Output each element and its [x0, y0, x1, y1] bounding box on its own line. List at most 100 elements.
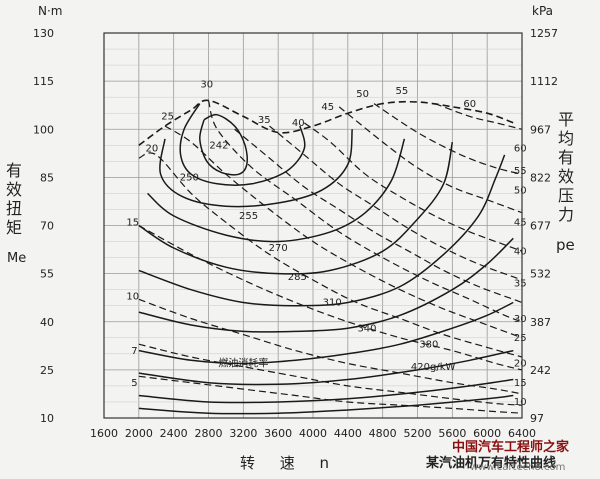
fuel-curve-label: 340	[357, 323, 376, 334]
grid-lines	[103, 32, 523, 419]
fuel-consumption-curve	[147, 138, 406, 243]
power-curve	[303, 122, 523, 252]
fuel-consumption-curve	[138, 394, 514, 415]
power-curve-label: 60	[514, 144, 527, 155]
power-curve-label: 15	[126, 218, 139, 229]
fuel-consumption-curve	[179, 103, 306, 186]
power-curve-label: 7	[131, 346, 137, 357]
annotation-label: 燃油消耗率	[218, 357, 268, 370]
fuel-curve-label: 285	[288, 272, 307, 283]
power-curve	[373, 103, 523, 175]
y-tick-label: 25	[40, 364, 54, 377]
power-curve-label: 40	[292, 118, 305, 129]
y-tick-label: 85	[40, 171, 54, 184]
fuel-curve-label: 250	[180, 173, 199, 184]
fuel-consumption-curve	[138, 141, 454, 275]
y2-tick-label: 242	[530, 364, 551, 377]
fuel-curve-label: 242	[209, 141, 228, 152]
power-curve-label: 20	[514, 359, 527, 370]
fuel-consumption-curve	[138, 237, 514, 333]
y2-axis-title: 平 均 有 效 压 力	[556, 110, 576, 224]
y2-axis-title-char: 有	[557, 148, 574, 167]
y-axis-title: 有 效 扭 矩	[4, 161, 24, 237]
watermark-line3: www.cartech8.com	[470, 462, 566, 473]
y2-tick-label: 1257	[530, 27, 558, 40]
y-axis-title-char: 有	[5, 161, 22, 180]
x-tick-label: 5600	[438, 427, 466, 440]
watermark-line2: 某汽油机万有特性曲线	[426, 456, 557, 471]
power-curve-label: 25	[161, 112, 174, 123]
y-axis-title-char: 矩	[5, 218, 22, 237]
y-tick-label: 40	[40, 316, 54, 329]
axes-group: 1600 2000 2400 2800 3200 3600 4000 4400 4800 5200…	[33, 27, 558, 440]
y-tick-label: 115	[33, 75, 54, 88]
power-curve	[164, 125, 523, 339]
power-curve	[434, 103, 523, 130]
curve-labels-group: 242 250 255 270 285 310 340 380 420g/kW 5 7 10 15 20 2…	[126, 80, 526, 409]
x-tick-label: 6400	[508, 427, 536, 440]
x-tick-label: 6000	[473, 427, 501, 440]
power-curve-label: 45	[321, 102, 334, 113]
y2-axis-title-char: 压	[557, 186, 574, 205]
power-curve-label: 50	[356, 89, 369, 100]
y2-axis-title-char: 效	[557, 167, 574, 186]
x-tick-label: 5200	[404, 427, 432, 440]
fuel-curve-label: 255	[239, 211, 258, 222]
power-curve	[207, 100, 523, 323]
x-tick-label: 2800	[195, 427, 223, 440]
y2-axis-unit: kPa	[532, 4, 553, 18]
power-curve-label: 15	[514, 378, 527, 389]
fuel-curve-label: 420g/kW	[411, 362, 456, 373]
y-tick-label: 70	[40, 220, 54, 233]
power-curve-label: 50	[514, 185, 527, 196]
x-tick-label: 4400	[334, 427, 362, 440]
fuel-curve-label: 270	[269, 243, 288, 254]
power-curve	[138, 343, 523, 406]
power-curve-label: 40	[514, 246, 527, 257]
y2-axis-title-char: 均	[557, 129, 574, 148]
y-axis-title-char: 效	[5, 180, 22, 199]
x-tick-label: 4000	[299, 427, 327, 440]
power-curve-label: 30	[514, 314, 527, 325]
power-curve	[138, 152, 523, 358]
power-curve-label: 30	[200, 80, 213, 91]
power-curve	[338, 106, 523, 214]
power-curve-label: 5	[131, 378, 137, 389]
power-curve-label: 55	[514, 166, 527, 177]
watermark-line1: 中国汽车工程师之家	[452, 440, 570, 455]
y-tick-label: 100	[33, 123, 54, 136]
power-curve	[138, 375, 523, 414]
y2-tick-label: 532	[530, 268, 551, 281]
fuel-consumption-curve	[138, 154, 506, 307]
y2-tick-label: 822	[530, 171, 551, 184]
series-group	[138, 99, 523, 415]
y-tick-label: 10	[40, 412, 54, 425]
y-axis-title-char: 扭	[5, 199, 22, 218]
x-tick-label: 1600	[90, 427, 118, 440]
fuel-consumption-curve	[199, 113, 248, 176]
power-curve	[138, 298, 523, 395]
y-tick-label: 55	[40, 268, 54, 281]
power-curve-label: 35	[514, 278, 527, 289]
power-curve-label: 10	[514, 397, 527, 408]
x-tick-label: 2000	[125, 427, 153, 440]
y2-tick-label: 387	[530, 316, 551, 329]
y2-tick-label: 677	[530, 220, 551, 233]
power-curve-label: 55	[395, 86, 408, 97]
y2-tick-label: 967	[530, 123, 551, 136]
power-curve	[269, 125, 523, 281]
power-curve-label: 25	[514, 333, 527, 344]
fuel-consumption-curve	[159, 129, 353, 208]
power-curve-label: 35	[258, 115, 271, 126]
y-tick-label: 130	[33, 27, 54, 40]
y2-tick-label: 97	[530, 412, 544, 425]
power-curve-label: 45	[514, 218, 527, 229]
fuel-consumption-curve	[138, 349, 514, 386]
power-curve	[234, 128, 523, 304]
y-axis-symbol: Me	[7, 251, 27, 266]
power-curve-label: 20	[146, 144, 159, 155]
power-curve-label: 60	[463, 99, 476, 110]
y2-tick-label: 1112	[530, 75, 558, 88]
